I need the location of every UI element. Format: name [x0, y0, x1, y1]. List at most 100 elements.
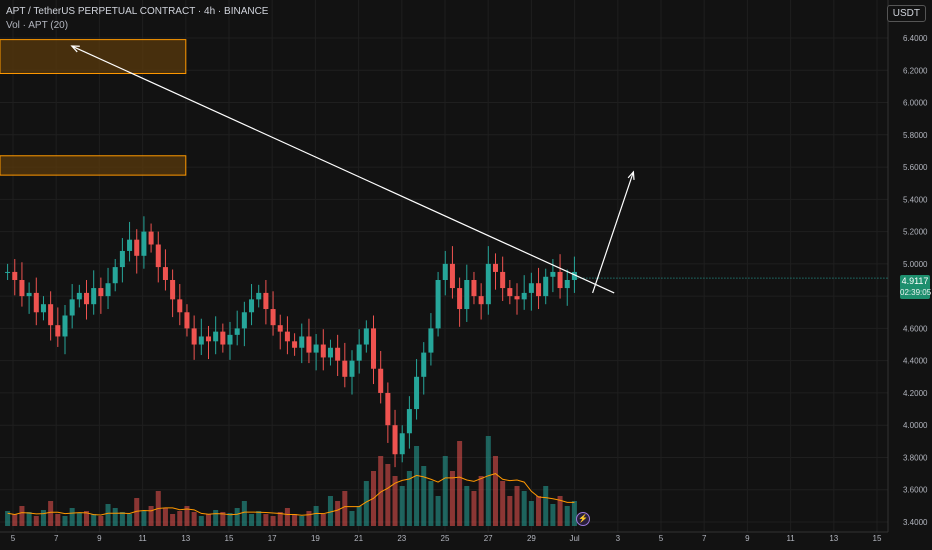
- candle-body: [478, 296, 484, 305]
- volume-bar: [256, 511, 262, 526]
- candle-body: [320, 344, 326, 358]
- volume-bar: [363, 481, 369, 526]
- volume-bar: [55, 514, 61, 526]
- volume-bar: [421, 466, 427, 526]
- volume-bar: [170, 514, 176, 526]
- candle-body: [119, 250, 125, 268]
- volume-bar: [62, 516, 68, 526]
- volume-bar: [98, 516, 104, 526]
- candle-body: [205, 336, 211, 342]
- candle-body: [327, 347, 333, 358]
- x-tick-label: 9: [97, 534, 102, 543]
- x-tick-label: 3: [616, 534, 621, 543]
- candle-body: [170, 280, 176, 300]
- lightning-bolt-icon[interactable]: ⚡: [576, 512, 590, 526]
- candle-body: [392, 425, 398, 455]
- volume-bar: [564, 506, 570, 526]
- candle-body: [421, 352, 427, 377]
- volume-bar: [119, 512, 125, 526]
- x-tick-label: 5: [11, 534, 16, 543]
- x-tick-label: 29: [527, 534, 536, 543]
- volume-bar: [528, 501, 534, 526]
- projection-arrowhead: [70, 45, 80, 53]
- candle-body: [62, 315, 68, 337]
- volume-bar: [478, 476, 484, 526]
- candle-body: [492, 263, 498, 272]
- y-tick-label: 3.6000: [903, 486, 928, 495]
- volume-bar: [299, 516, 305, 526]
- volume-bar: [514, 486, 520, 526]
- volume-bar: [69, 508, 75, 526]
- volume-bar: [220, 512, 226, 526]
- volume-bar: [12, 514, 18, 526]
- volume-indicator-label[interactable]: Vol · APT (20): [6, 20, 69, 31]
- candle-body: [69, 299, 75, 316]
- y-tick-label: 6.4000: [903, 34, 928, 43]
- volume-bar: [184, 506, 190, 526]
- volume-bar: [385, 464, 391, 526]
- candle-body: [371, 328, 377, 369]
- resistance-zone: [0, 155, 187, 176]
- candle-body: [234, 328, 240, 335]
- candle-body: [356, 344, 362, 361]
- volume-bar: [306, 511, 312, 526]
- y-tick-label: 3.4000: [903, 518, 928, 527]
- candle-body: [256, 292, 262, 300]
- volume-bar: [162, 508, 168, 526]
- candle-body: [112, 267, 118, 284]
- volume-bar: [435, 496, 441, 526]
- volume-bar: [485, 436, 491, 526]
- candle-body: [363, 328, 369, 345]
- volume-bar: [205, 514, 211, 526]
- current-price-label: 4.9117 02:39:05: [900, 275, 931, 299]
- candle-body: [155, 244, 161, 268]
- y-tick-label: 5.4000: [903, 195, 928, 204]
- volume-bar: [464, 486, 470, 526]
- y-tick-label: 3.8000: [903, 453, 928, 462]
- volume-bar: [5, 511, 11, 526]
- volume-bar: [292, 514, 298, 526]
- x-tick-label: 17: [268, 534, 277, 543]
- volume-bar: [320, 514, 326, 526]
- volume-bar: [313, 506, 319, 526]
- volume-bar: [507, 496, 513, 526]
- candle-body: [442, 263, 448, 280]
- x-tick-label: 15: [225, 534, 234, 543]
- projection-arrow: [71, 45, 615, 294]
- volume-bar: [449, 471, 455, 526]
- candle-body: [536, 283, 542, 297]
- volume-bar: [91, 514, 97, 526]
- volume-bar: [40, 510, 46, 526]
- x-tick-label: 27: [484, 534, 493, 543]
- candle-body: [19, 280, 25, 297]
- volume-bar: [270, 516, 276, 526]
- volume-bar: [342, 491, 348, 526]
- volume-bar: [227, 513, 233, 526]
- volume-bar: [428, 481, 434, 526]
- x-tick-label: 11: [138, 534, 147, 543]
- volume-bar: [148, 506, 154, 526]
- candle-body: [148, 231, 154, 245]
- candle-body: [249, 299, 255, 313]
- candle-body: [76, 292, 82, 300]
- candle-body: [277, 325, 283, 332]
- y-tick-label: 5.6000: [903, 163, 928, 172]
- volume-bar: [557, 496, 563, 526]
- candle-body: [557, 271, 563, 289]
- x-tick-label: 23: [397, 534, 406, 543]
- candle-body: [464, 280, 470, 310]
- projection-arrowhead: [627, 170, 635, 180]
- candle-body: [500, 271, 506, 289]
- symbol-title: APT / TetherUS PERPETUAL CONTRACT · 4h ·…: [6, 6, 269, 17]
- volume-bar: [234, 508, 240, 526]
- currency-button[interactable]: USDT: [886, 5, 926, 22]
- candle-body: [270, 309, 276, 326]
- candle-body: [471, 280, 477, 297]
- y-tick-label: 4.2000: [903, 389, 928, 398]
- candle-body: [349, 360, 355, 377]
- x-tick-label: 13: [829, 534, 838, 543]
- x-tick-label: 13: [181, 534, 190, 543]
- candle-body: [55, 325, 61, 337]
- candle-body: [263, 292, 269, 310]
